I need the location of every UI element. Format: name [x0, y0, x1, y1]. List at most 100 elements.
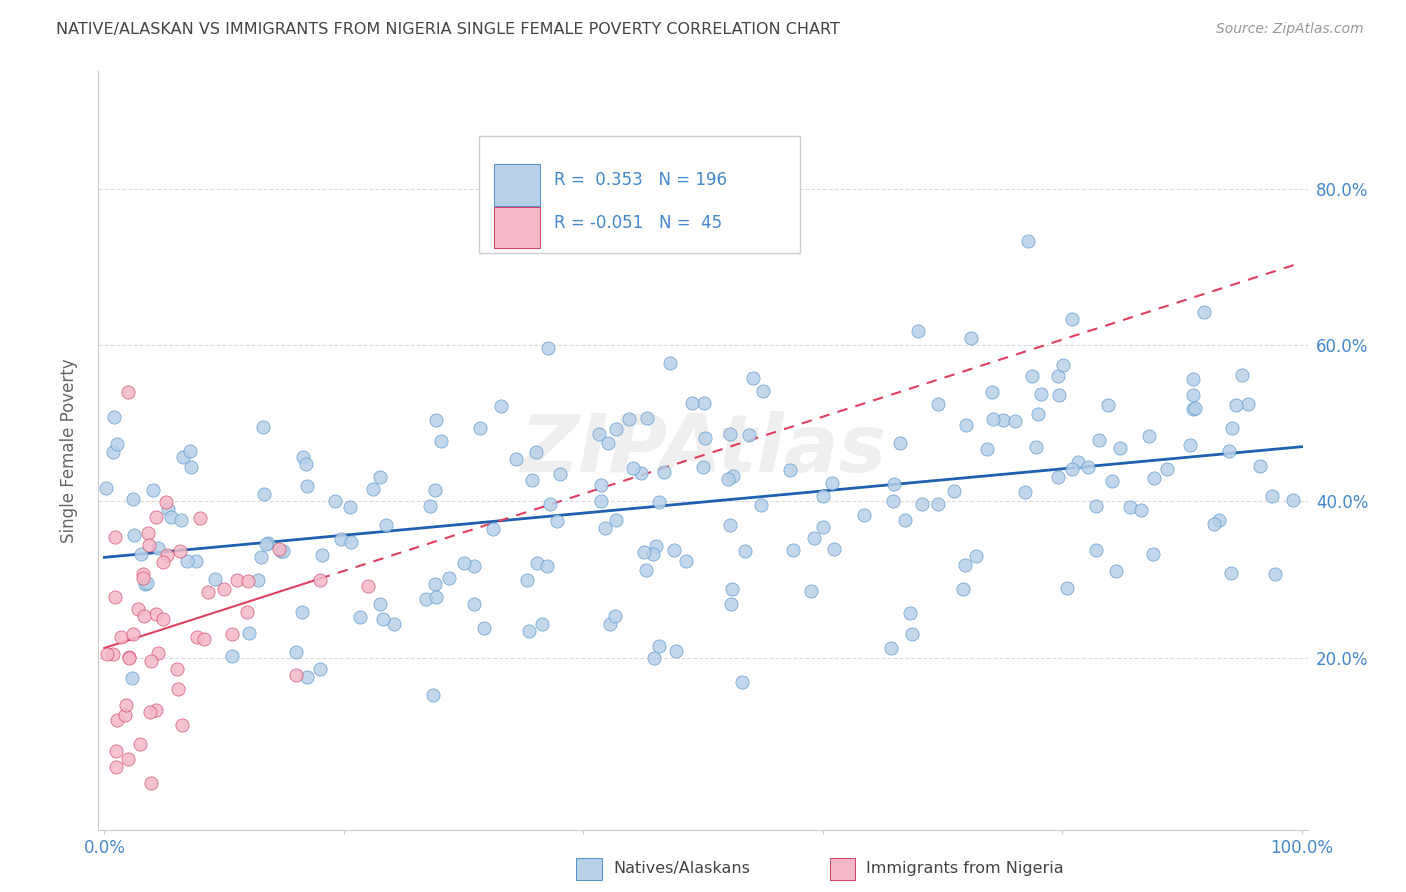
Point [118, 651, 141, 665]
Point [145, 703, 167, 717]
Point [675, 554, 697, 568]
Point [103, 647, 125, 661]
Point [361, 482, 384, 496]
Point [517, 624, 540, 639]
Point [117, 384, 139, 399]
Point [976, 442, 998, 456]
Point [425, 483, 447, 497]
Point [1208, 512, 1230, 526]
Point [295, 457, 318, 471]
Point [122, 627, 145, 641]
Point [526, 556, 548, 570]
Point [721, 469, 744, 483]
Point [734, 544, 756, 558]
Point [190, 511, 212, 525]
Point [104, 590, 127, 604]
Point [524, 445, 547, 459]
Point [751, 384, 773, 399]
Point [122, 492, 145, 507]
Point [1225, 398, 1247, 412]
Point [1264, 567, 1286, 582]
Point [692, 459, 714, 474]
Point [1181, 372, 1204, 386]
Point [633, 545, 655, 559]
Point [470, 421, 492, 435]
Point [172, 718, 194, 732]
Point [368, 597, 391, 611]
Point [204, 572, 226, 586]
Point [134, 576, 156, 591]
Point [176, 554, 198, 568]
Point [1097, 398, 1119, 412]
Point [1178, 438, 1201, 452]
Point [145, 607, 167, 621]
Point [643, 547, 665, 561]
Point [1052, 358, 1074, 372]
Point [634, 563, 657, 577]
Point [105, 744, 128, 758]
Point [309, 662, 332, 676]
Point [127, 602, 149, 616]
Point [1237, 396, 1260, 410]
Point [329, 533, 352, 547]
Point [1202, 516, 1225, 531]
Point [731, 674, 754, 689]
Point [813, 490, 835, 504]
Point [136, 526, 159, 541]
Point [340, 535, 363, 549]
Point [1088, 433, 1111, 447]
Point [717, 472, 740, 486]
Point [720, 597, 742, 611]
Point [415, 592, 437, 607]
Point [236, 574, 259, 589]
Point [422, 688, 444, 702]
Point [132, 609, 155, 624]
Point [658, 356, 681, 370]
Point [129, 737, 152, 751]
Point [221, 627, 243, 641]
Point [738, 427, 761, 442]
Point [779, 463, 801, 477]
Point [894, 513, 917, 527]
Point [1101, 474, 1123, 488]
Point [172, 450, 194, 464]
Point [152, 612, 174, 626]
Point [603, 608, 626, 623]
Point [166, 662, 188, 676]
Point [537, 341, 560, 355]
Point [101, 445, 124, 459]
Point [593, 521, 616, 535]
Point [186, 630, 208, 644]
Point [291, 450, 314, 465]
Point [169, 513, 191, 527]
Point [156, 502, 179, 516]
Point [104, 530, 127, 544]
Point [621, 461, 644, 475]
Point [880, 641, 903, 656]
Point [489, 399, 512, 413]
Point [297, 479, 319, 493]
Point [252, 420, 274, 434]
Point [1181, 388, 1204, 402]
Point [1119, 500, 1142, 515]
Point [1184, 401, 1206, 415]
Point [430, 434, 453, 448]
Point [145, 510, 167, 524]
Point [1025, 440, 1047, 454]
Point [1230, 368, 1253, 382]
Point [741, 371, 763, 385]
Point [142, 483, 165, 497]
Point [453, 556, 475, 570]
Point [823, 542, 845, 557]
Point [197, 585, 219, 599]
Point [105, 436, 128, 450]
FancyBboxPatch shape [494, 207, 540, 248]
FancyBboxPatch shape [494, 164, 540, 206]
Text: Immigrants from Nigeria: Immigrants from Nigeria [866, 862, 1064, 876]
Point [720, 426, 742, 441]
Point [1261, 490, 1284, 504]
Point [311, 548, 333, 562]
Point [1220, 421, 1243, 435]
Point [136, 576, 159, 591]
Point [636, 410, 658, 425]
